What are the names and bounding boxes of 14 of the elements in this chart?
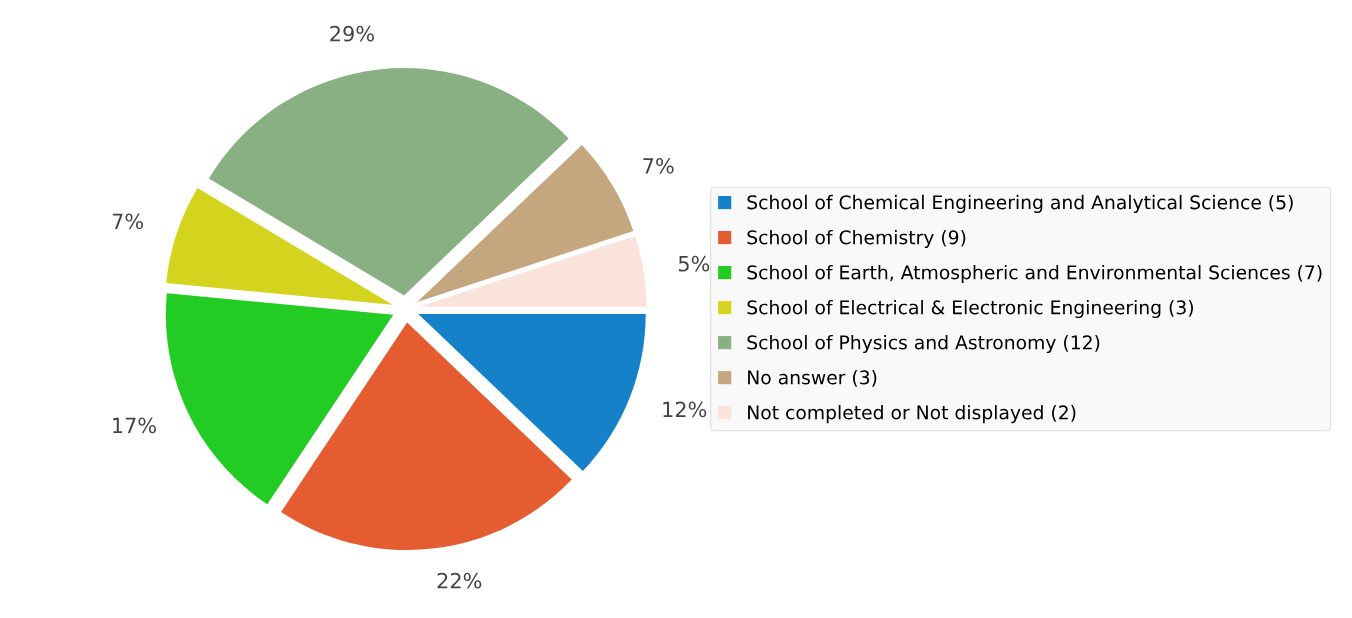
legend-label: School of Earth, Atmospheric and Environmental Sciences (7) (747, 264, 1322, 284)
data-label: 22% (437, 572, 482, 589)
data-label: 5% (678, 255, 710, 272)
legend-label: School of Physics and Astronomy (12) (747, 334, 1100, 354)
legend-label: Not completed or Not displayed (2) (748, 404, 1076, 424)
data-label: 12% (663, 401, 707, 418)
legend-label: No answer (3) (748, 369, 877, 387)
legend-label: School of Electrical & Electronic Engineering (3) (747, 299, 1193, 319)
data-label: 7% (112, 213, 144, 230)
legend-label: School of Chemical Engineering and Analytical Science (5) (747, 194, 1293, 214)
legend-label: School of Chemistry (9) (747, 229, 966, 249)
data-label: 29% (330, 25, 374, 42)
data-label: 17% (113, 417, 156, 434)
data-label: 7% (643, 157, 674, 174)
